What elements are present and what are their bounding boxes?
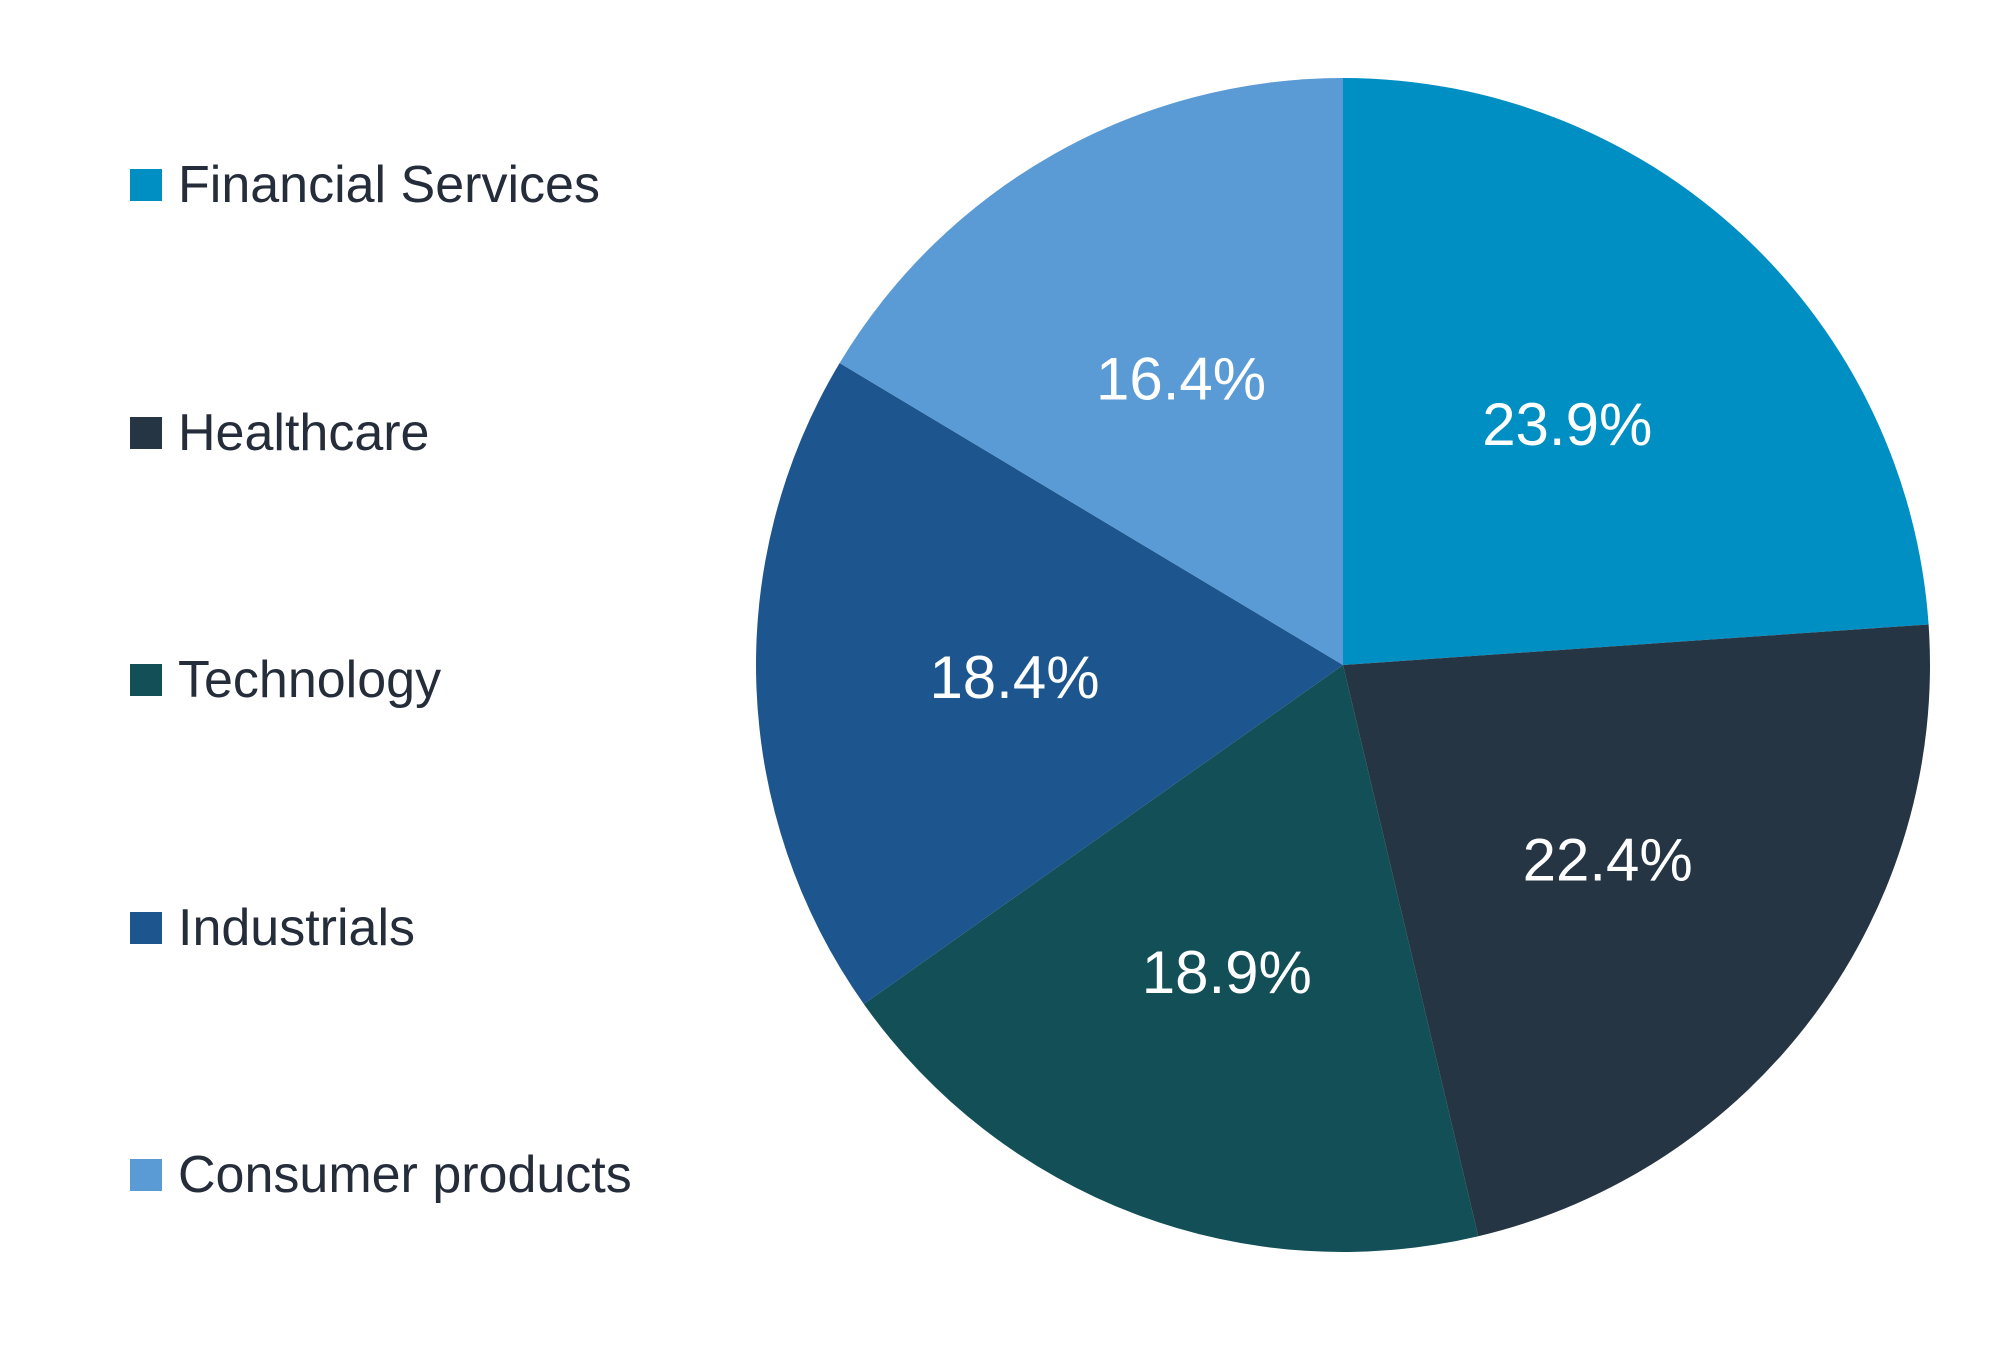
legend-label-technology: Technology <box>178 651 442 709</box>
pie-slice-financial-services <box>1343 78 1929 665</box>
legend-label-industrials: Industrials <box>178 898 415 957</box>
legend-swatch-healthcare <box>130 416 162 449</box>
legend-swatch-technology <box>130 664 162 696</box>
legend-label-consumer-products: Consumer products <box>178 1146 632 1204</box>
legend-label-healthcare: Healthcare <box>178 403 430 462</box>
slice-label-technology: 18.9% <box>1142 939 1312 1006</box>
legend-swatch-industrials <box>130 911 162 944</box>
pie-slice-technology <box>863 665 1479 1252</box>
pie-slice-consumer-products <box>839 78 1343 665</box>
legend-item-industrials: Industrials <box>130 893 730 963</box>
legend-swatch-financial-services <box>130 169 162 201</box>
legend-label-financial-services: Financial Services <box>178 156 600 214</box>
legend-item-healthcare: Healthcare <box>130 398 730 468</box>
legend-swatch-consumer-products <box>130 1159 162 1191</box>
pie-slice-industrials <box>756 363 1343 1005</box>
slice-label-industrials: 18.4% <box>929 644 1099 711</box>
legend-item-technology: Technology <box>130 645 730 715</box>
chart-legend: Financial Services Healthcare Technology… <box>130 150 730 1210</box>
pie-slice-healthcare <box>1343 624 1930 1237</box>
legend-item-financial-services: Financial Services <box>130 150 730 220</box>
slice-label-healthcare: 22.4% <box>1523 826 1693 893</box>
slice-label-financial-services: 23.9% <box>1482 391 1652 458</box>
slice-label-consumer-products: 16.4% <box>1096 345 1266 412</box>
legend-item-consumer-products: Consumer products <box>130 1140 730 1210</box>
